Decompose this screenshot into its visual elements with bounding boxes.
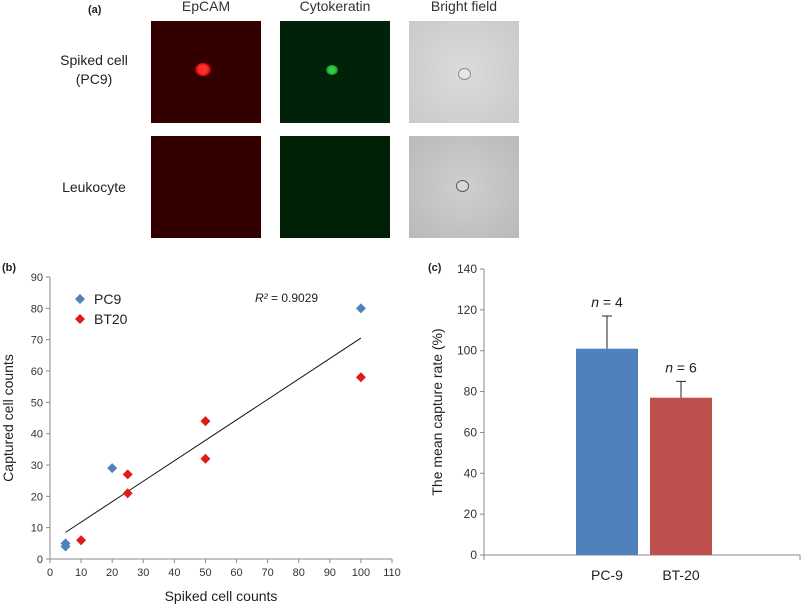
x-tick-label: 80: [293, 567, 305, 579]
bright-field-leukocyte-image: [409, 136, 519, 238]
data-point-bt20: [122, 469, 133, 480]
epcam-spiked-image: [151, 21, 261, 123]
data-point-pc9: [60, 538, 71, 549]
y-tick-label: 40: [464, 466, 478, 480]
column-header-epcam: EpCAM: [181, 0, 231, 14]
category-label: PC-9: [591, 567, 623, 583]
x-tick-label: 20: [106, 567, 118, 579]
panel-b-label: (b): [2, 262, 17, 274]
r-squared-symbol: R²: [255, 291, 271, 305]
cytokeratin-cell: [326, 65, 338, 75]
cytokeratin-leukocyte-image: [280, 136, 390, 238]
y-tick-label: 100: [457, 344, 477, 358]
y-tick-label: 40: [31, 429, 43, 441]
x-tick-label: 40: [168, 567, 180, 579]
y-axis-title: The mean capture rate (%): [429, 328, 445, 495]
r-squared-annotation: R² = 0.9029: [255, 291, 318, 305]
legend-label-bt20: BT20: [94, 311, 128, 327]
scatter-chart: 0 10 20 30 40 50 60 70 80 90 0 10 20 30 40 50 60 70 80 90 10…: [0, 272, 401, 604]
y-tick-label: 30: [31, 460, 43, 472]
epcam-leukocyte-image: [151, 136, 261, 238]
bright-field-leukocyte-cell: [456, 180, 469, 192]
column-header-cytokeratin: Cytokeratin: [299, 0, 371, 14]
x-tick-label: 90: [324, 567, 336, 579]
y-tick-label: 0: [470, 548, 477, 562]
data-point-bt20: [355, 372, 366, 383]
data-point-pc9: [107, 463, 118, 474]
x-axis-title: Spiked cell counts: [165, 588, 278, 604]
panel-a-label: (a): [88, 4, 102, 16]
legend-marker-bt20: [75, 314, 85, 324]
y-tick-label: 60: [31, 366, 43, 378]
data-point-bt20: [200, 416, 211, 427]
epcam-cell: [195, 63, 211, 76]
y-tick-label: 20: [31, 491, 43, 503]
data-point-bt20: [200, 453, 211, 464]
y-tick-label: 10: [31, 523, 43, 535]
y-axis-title: Captured cell counts: [0, 354, 16, 482]
y-tick-label: 20: [464, 507, 478, 521]
y-tick-label: 80: [31, 303, 43, 315]
y-tick-label: 140: [457, 262, 477, 276]
data-point-bt20: [76, 535, 87, 546]
y-tick-label: 120: [457, 303, 477, 317]
row-label-spiked-line1: Spiked cell: [60, 52, 128, 68]
n-symbol: n: [591, 294, 599, 310]
bright-field-cell: [458, 68, 471, 80]
row-label-spiked-cell: Spiked cell (PC9): [40, 51, 148, 89]
n-value: = 4: [599, 294, 623, 310]
y-tick-label: 0: [37, 554, 43, 566]
data-point-bt20: [122, 488, 133, 499]
x-tick-label: 60: [230, 567, 242, 579]
x-tick-label: 10: [75, 567, 87, 579]
y-tick-label: 70: [31, 335, 43, 347]
bar-pc-9: [576, 348, 638, 555]
y-tick-label: 90: [31, 272, 43, 284]
cytokeratin-spiked-image: [280, 21, 390, 123]
row-label-leukocyte: Leukocyte: [62, 179, 126, 195]
x-tick-label: 100: [352, 567, 370, 579]
x-tick-label: 70: [262, 567, 274, 579]
legend-marker-pc9: [75, 294, 85, 304]
bright-field-spiked-image: [409, 21, 519, 123]
x-tick-label: 110: [383, 567, 401, 579]
category-label: BT-20: [662, 567, 700, 583]
x-tick-label: 50: [199, 567, 211, 579]
row-label-spiked-line2: (PC9): [75, 71, 113, 87]
bar-chart: 0 20 40 60 80 100 120 140 The mean capture rate …: [429, 262, 801, 583]
x-tick-label: 0: [47, 567, 53, 579]
legend-label-pc9: PC9: [94, 291, 121, 307]
n-symbol: n: [665, 359, 673, 375]
panel-c-label: (c): [428, 262, 442, 274]
bar-n-label: n = 6: [665, 359, 697, 375]
bar-n-label: n = 4: [591, 294, 623, 310]
r-squared-value: = 0.9029: [271, 291, 318, 305]
x-tick-label: 30: [137, 567, 149, 579]
y-tick-label: 80: [464, 385, 478, 399]
bar-bt-20: [650, 397, 712, 555]
trendline: [65, 337, 362, 533]
y-tick-label: 50: [31, 397, 43, 409]
column-header-bright-field: Bright field: [430, 0, 498, 14]
n-value: = 6: [673, 359, 697, 375]
data-point-pc9: [355, 303, 366, 314]
y-tick-label: 60: [464, 425, 478, 439]
